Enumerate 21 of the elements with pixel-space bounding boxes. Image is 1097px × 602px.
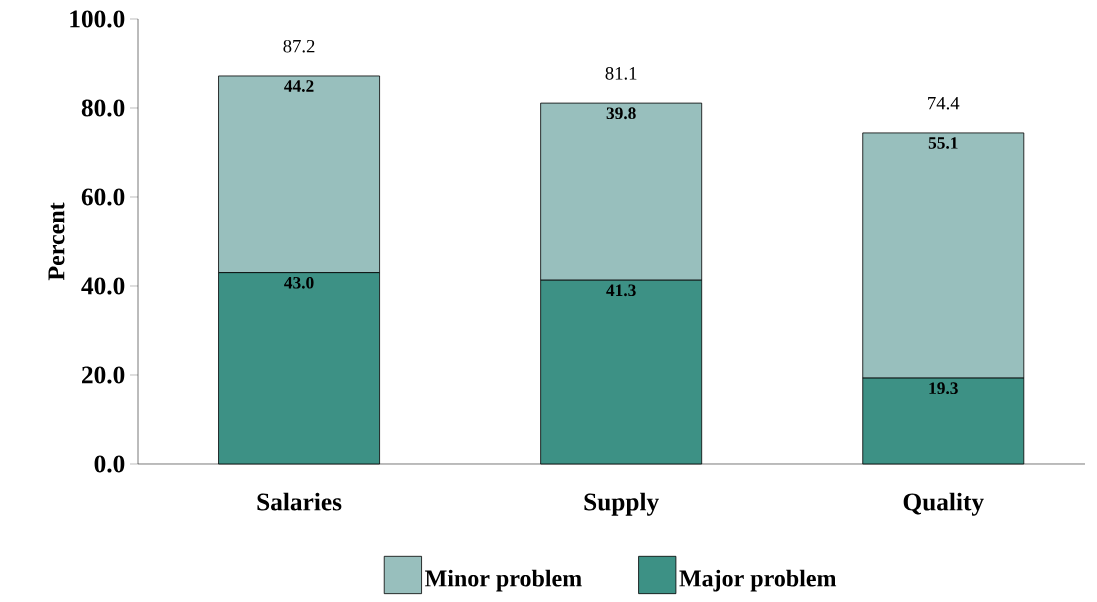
y-tick-label: 0.0 — [94, 455, 125, 473]
y-tick-label: 100.0 — [70, 10, 125, 28]
legend-label: Minor problem — [425, 569, 582, 592]
y-tick-label: 40.0 — [81, 277, 125, 295]
total-label: 87.2 — [283, 39, 315, 53]
total-label: 74.4 — [928, 96, 960, 110]
x-tick-label: Salaries — [257, 492, 342, 511]
x-tick-label: Supply — [584, 492, 659, 516]
y-axis-title: Percent — [48, 202, 65, 281]
data-label: 43.0 — [284, 276, 314, 289]
data-label: 55.1 — [928, 137, 958, 149]
y-tick-label: 60.0 — [81, 188, 125, 206]
x-tick-label: Quality — [903, 492, 984, 516]
data-label: 44.2 — [284, 80, 314, 92]
total-label: 81.1 — [605, 67, 637, 80]
data-label: 19.3 — [929, 382, 958, 395]
data-label: 39.8 — [606, 107, 636, 120]
data-label: 41.3 — [606, 284, 636, 297]
y-tick-label: 80.0 — [81, 99, 125, 117]
y-tick-label: 20.0 — [82, 366, 125, 384]
legend-label: Major problem — [679, 569, 837, 592]
